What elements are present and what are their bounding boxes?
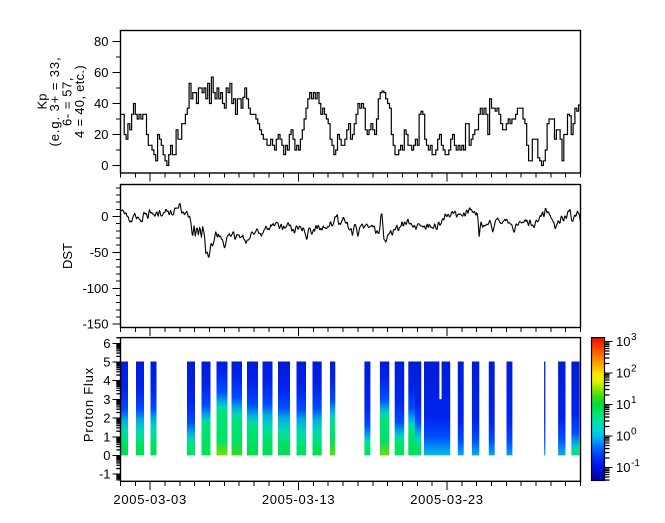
svg-text:60: 60 <box>94 65 108 80</box>
svg-text:2005-03-03: 2005-03-03 <box>113 492 187 507</box>
svg-text:-150: -150 <box>82 317 108 332</box>
svg-text:DST: DST <box>60 243 75 269</box>
svg-text:10: 10 <box>616 334 630 349</box>
svg-text:4: 4 <box>103 373 110 388</box>
svg-text:5: 5 <box>103 355 110 370</box>
svg-text:0: 0 <box>101 158 108 173</box>
svg-text:0: 0 <box>103 448 110 463</box>
svg-text:Proton Flux: Proton Flux <box>81 367 96 442</box>
svg-text:Kp: Kp <box>35 94 50 110</box>
svg-text:10: 10 <box>616 460 630 475</box>
svg-text:1: 1 <box>631 395 637 406</box>
svg-text:0: 0 <box>631 427 637 438</box>
svg-text:-1: -1 <box>99 467 111 482</box>
svg-text:10: 10 <box>616 397 630 412</box>
svg-text:6: 6 <box>103 336 110 351</box>
svg-text:20: 20 <box>94 127 108 142</box>
svg-text:0: 0 <box>101 209 108 224</box>
svg-text:-50: -50 <box>90 245 109 260</box>
svg-text:2: 2 <box>631 364 637 375</box>
svg-text:10: 10 <box>616 366 630 381</box>
svg-text:(e.g. 3+ = 33,: (e.g. 3+ = 33, <box>47 57 62 147</box>
svg-text:40: 40 <box>94 96 108 111</box>
svg-text:1: 1 <box>103 429 110 444</box>
svg-text:80: 80 <box>94 34 108 49</box>
svg-text:6- = 57,: 6- = 57, <box>60 77 75 126</box>
svg-text:2005-03-23: 2005-03-23 <box>410 492 484 507</box>
svg-text:3: 3 <box>631 332 637 343</box>
svg-text:-1: -1 <box>631 458 640 469</box>
svg-text:-100: -100 <box>82 281 108 296</box>
svg-text:2: 2 <box>103 411 110 426</box>
svg-text:10: 10 <box>616 429 630 444</box>
svg-text:4 = 40, etc.): 4 = 40, etc.) <box>72 65 87 138</box>
svg-text:2005-03-13: 2005-03-13 <box>262 492 336 507</box>
svg-text:3: 3 <box>103 392 110 407</box>
